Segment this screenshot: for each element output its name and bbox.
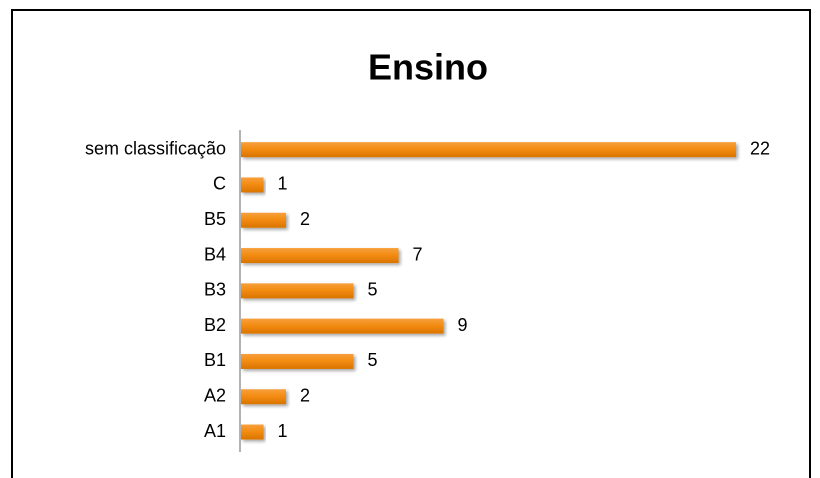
category-label: B4 [204, 244, 226, 264]
category-label: A2 [204, 386, 226, 406]
bar [241, 142, 736, 158]
bar [241, 212, 286, 228]
data-label: 2 [300, 386, 310, 406]
bar [241, 248, 399, 264]
data-label: 9 [458, 315, 468, 335]
chart-frame [11, 9, 811, 478]
bar [241, 424, 264, 440]
data-label: 2 [300, 209, 310, 229]
bar [241, 318, 444, 334]
bar [241, 283, 354, 299]
bar [241, 353, 354, 369]
category-label: B3 [204, 280, 226, 300]
data-label: 5 [368, 350, 378, 370]
data-label: 1 [278, 174, 288, 194]
category-label: C [213, 174, 226, 194]
category-label: A1 [204, 421, 226, 441]
bar [241, 389, 286, 405]
category-label: sem classificação [85, 138, 226, 158]
chart-title: Ensino [368, 47, 488, 88]
category-label: B2 [204, 315, 226, 335]
data-label: 22 [750, 138, 770, 158]
data-label: 5 [368, 280, 378, 300]
category-label: B1 [204, 350, 226, 370]
data-label: 7 [413, 244, 423, 264]
data-label: 1 [278, 421, 288, 441]
category-label: B5 [204, 209, 226, 229]
bar [241, 177, 264, 193]
